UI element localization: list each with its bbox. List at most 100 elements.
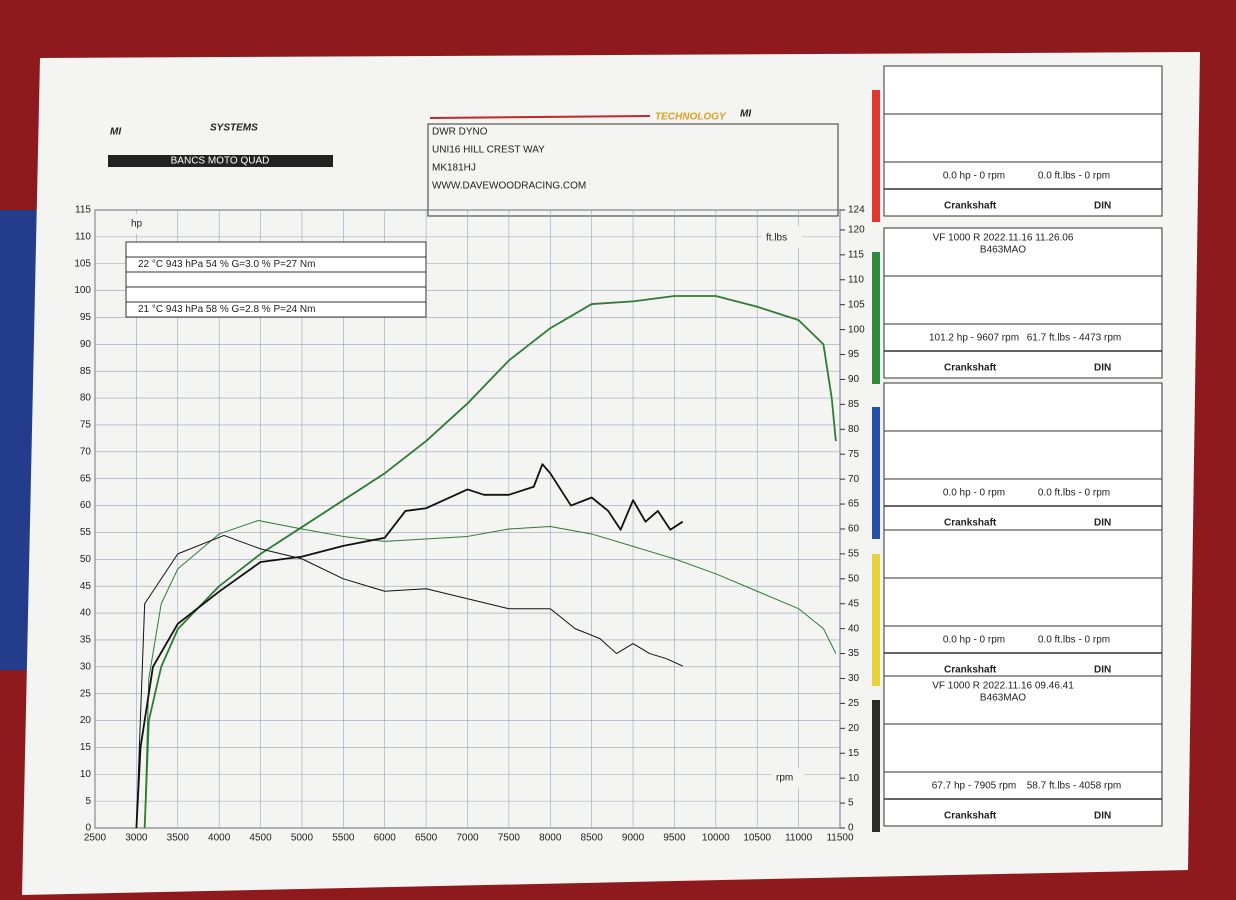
y2-tick-label: 20 <box>848 723 860 734</box>
panel-color-bar <box>872 554 880 686</box>
y2-tick-label: 65 <box>848 499 860 510</box>
panel-summary-torque: 58.7 ft.lbs - 4058 rpm <box>1027 781 1122 792</box>
y2-tick-label: 115 <box>848 249 864 260</box>
y2-tick-label: 80 <box>848 424 860 435</box>
panel-title: VF 1000 R 2022.11.16 11.26.06 <box>933 233 1074 244</box>
tech-logo: MI <box>740 109 751 120</box>
panel-box <box>883 65 1163 217</box>
x-tick-label: 8500 <box>581 833 604 844</box>
y2-tick-label: 40 <box>848 623 860 634</box>
panel-box <box>883 382 1163 534</box>
series-line <box>135 534 683 829</box>
y-tick-label: 105 <box>74 258 91 269</box>
y2-tick-label: 110 <box>848 274 864 285</box>
y-tick-label: 110 <box>75 232 91 243</box>
axis-label-bg <box>762 226 802 248</box>
y2-tick-label: 90 <box>848 374 860 385</box>
panel-summary-torque: 0.0 ft.lbs - 0 rpm <box>1038 171 1110 182</box>
y-tick-label: 85 <box>80 366 92 377</box>
address-line: WWW.DAVEWOODRACING.COM <box>432 181 586 192</box>
x-tick-label: 3500 <box>167 833 190 844</box>
x-tick-label: 4500 <box>249 833 272 844</box>
y2-tick-label: 100 <box>848 324 865 335</box>
x-tick-label: 5000 <box>291 833 314 844</box>
y-tick-label: 50 <box>80 554 92 565</box>
address-line: DWR DYNO <box>432 127 488 138</box>
axis-label-bg <box>772 768 804 788</box>
x-tick-label: 2500 <box>84 833 107 844</box>
panel-norm: DIN <box>1094 518 1111 529</box>
logo: SYSTEMS <box>210 123 258 134</box>
panel-box <box>883 227 1163 379</box>
x-tick-label: 10000 <box>702 833 730 844</box>
y2-tick-label: 124 <box>848 205 865 216</box>
panel-mount: Crankshaft <box>944 363 997 374</box>
y-tick-label: 95 <box>80 312 92 323</box>
x-tick-label: 6000 <box>374 833 397 844</box>
panel-mount: Crankshaft <box>944 518 997 529</box>
conditions-text: 22 °C 943 hPa 54 % G=3.0 % P=27 Nm <box>138 259 315 270</box>
panel-subtitle: B463MAO <box>980 693 1026 704</box>
y2-tick-label: 35 <box>848 648 860 659</box>
panel-norm: DIN <box>1094 201 1111 212</box>
conditions-box <box>125 241 427 318</box>
panel-norm: DIN <box>1094 665 1111 676</box>
y2-tick-label: 50 <box>848 573 860 584</box>
x-tick-label: 4000 <box>208 833 231 844</box>
panel-norm: DIN <box>1094 363 1111 374</box>
address-line: MK181HJ <box>432 163 476 174</box>
panel-title: VF 1000 R 2022.11.16 09.46.41 <box>932 681 1074 692</box>
y-tick-label: 55 <box>80 527 92 538</box>
y2-tick-label: 15 <box>848 748 860 759</box>
y-tick-label: 40 <box>80 608 92 619</box>
panel-color-bar <box>872 700 880 832</box>
address: DWR DYNO UNI16 HILL CREST WAY MK181HJ WWW.D… <box>432 127 586 192</box>
x-tick-label: 7000 <box>456 833 479 844</box>
panel-summary-hp: 0.0 hp - 0 rpm <box>943 171 1005 182</box>
y2-tick-label: 70 <box>848 474 860 485</box>
y2-tick-label: 60 <box>848 524 860 535</box>
y-tick-label: 90 <box>80 339 92 350</box>
panel-mount: Crankshaft <box>944 665 997 676</box>
y-tick-label: 65 <box>80 473 92 484</box>
x-tick-label: 11000 <box>785 833 813 844</box>
panel-summary-hp: 67.7 hp - 7905 rpm <box>932 781 1017 792</box>
y-tick-label: 70 <box>80 446 92 457</box>
x-tick-label: 6500 <box>415 833 438 844</box>
rule <box>429 115 651 119</box>
tech-label: TECHNOLOGY <box>655 112 727 123</box>
panel-mount: Crankshaft <box>944 201 997 212</box>
y-tick-label: 0 <box>85 823 91 834</box>
y-tick-label: 80 <box>80 393 92 404</box>
y-tick-label: 30 <box>80 661 92 672</box>
panel-subtitle: B463MAO <box>980 245 1026 256</box>
y-tick-label: 75 <box>80 420 92 431</box>
y2-tick-label: 105 <box>848 299 865 310</box>
series-line <box>135 463 684 829</box>
y-tick-label: 115 <box>75 205 91 216</box>
y2-tick-label: 55 <box>848 549 860 560</box>
logo-sub: BANCS MOTO QUAD <box>171 156 270 167</box>
x-tick-label: 9000 <box>622 833 645 844</box>
panel-summary-hp: 101.2 hp - 9607 rpm <box>929 333 1019 344</box>
panel-summary-torque: 0.0 ft.lbs - 0 rpm <box>1038 635 1110 646</box>
x-tick-label: 9500 <box>663 833 686 844</box>
panel-color-bar <box>872 252 880 384</box>
y2-tick-label: 45 <box>848 598 860 609</box>
y-tick-label: 100 <box>74 285 91 296</box>
panel-color-bar <box>872 90 880 222</box>
y2-tick-label: 120 <box>848 225 865 236</box>
y-tick-label: 60 <box>80 500 92 511</box>
y-tick-label: 15 <box>80 742 92 753</box>
panel-box <box>883 675 1163 827</box>
panel-summary-torque: 61.7 ft.lbs - 4473 rpm <box>1027 333 1122 344</box>
x-tick-label: 11500 <box>826 833 854 844</box>
panel-color-bar <box>872 407 880 539</box>
y-tick-label: 5 <box>85 796 91 807</box>
logo-bar <box>108 155 333 167</box>
y2-tick-label: 95 <box>848 349 860 360</box>
panel-mount: Crankshaft <box>944 811 997 822</box>
x-axis-label: rpm <box>776 773 793 784</box>
